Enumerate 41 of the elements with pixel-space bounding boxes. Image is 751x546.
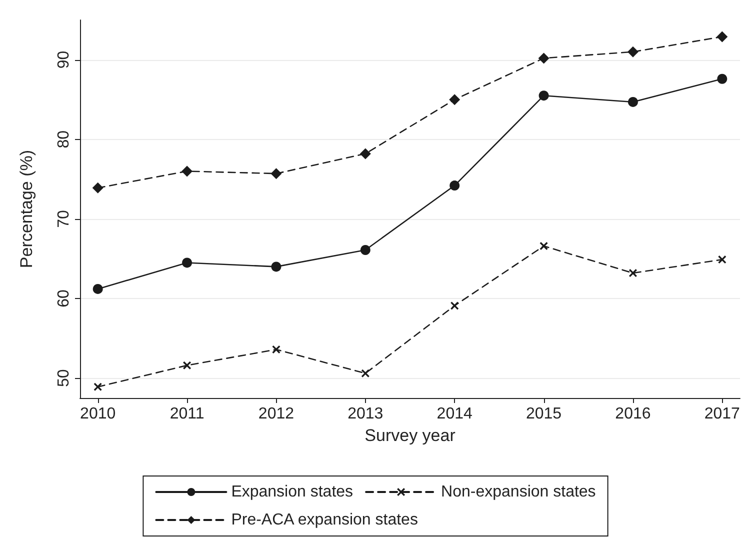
y-tick-label: 60 xyxy=(56,290,72,308)
y-tick-label: 50 xyxy=(56,369,72,388)
point xyxy=(94,382,102,391)
x-tick-label: 2016 xyxy=(615,406,651,422)
point xyxy=(450,180,460,191)
y-tick-label: 80 xyxy=(56,130,72,148)
y-tick-label: 70 xyxy=(56,210,72,228)
point xyxy=(92,182,104,194)
legend-label: Expansion states xyxy=(231,484,354,500)
x-tick-label: 2012 xyxy=(258,406,294,422)
x-tick-label: 2014 xyxy=(436,406,472,422)
x-tick-label: 2015 xyxy=(526,406,562,422)
x-tick-label: 2017 xyxy=(704,406,740,422)
point xyxy=(182,258,192,268)
point xyxy=(538,52,550,64)
point xyxy=(182,166,193,177)
point xyxy=(270,168,282,180)
point xyxy=(717,74,728,84)
point xyxy=(449,94,460,106)
point xyxy=(716,31,728,42)
legend-label: Non-expansion states xyxy=(441,484,596,500)
point xyxy=(271,262,282,272)
point xyxy=(360,148,371,160)
point xyxy=(450,302,459,310)
point xyxy=(718,256,726,264)
x-tick-label: 2010 xyxy=(80,406,116,422)
x-tick-label: 2011 xyxy=(170,406,204,422)
point xyxy=(361,369,370,378)
point xyxy=(538,90,549,101)
x-tick-label: 2013 xyxy=(348,406,384,422)
y-axis-title: Percentage (%) xyxy=(17,150,36,268)
point xyxy=(628,96,638,107)
point xyxy=(628,269,637,278)
point xyxy=(627,46,638,58)
point xyxy=(183,361,192,370)
legend-label: Pre-ACA expansion states xyxy=(231,512,418,528)
point xyxy=(360,244,370,255)
point xyxy=(272,345,280,354)
point xyxy=(92,284,103,294)
y-tick-label: 90 xyxy=(56,50,72,69)
x-axis-title: Survey year xyxy=(364,426,456,445)
